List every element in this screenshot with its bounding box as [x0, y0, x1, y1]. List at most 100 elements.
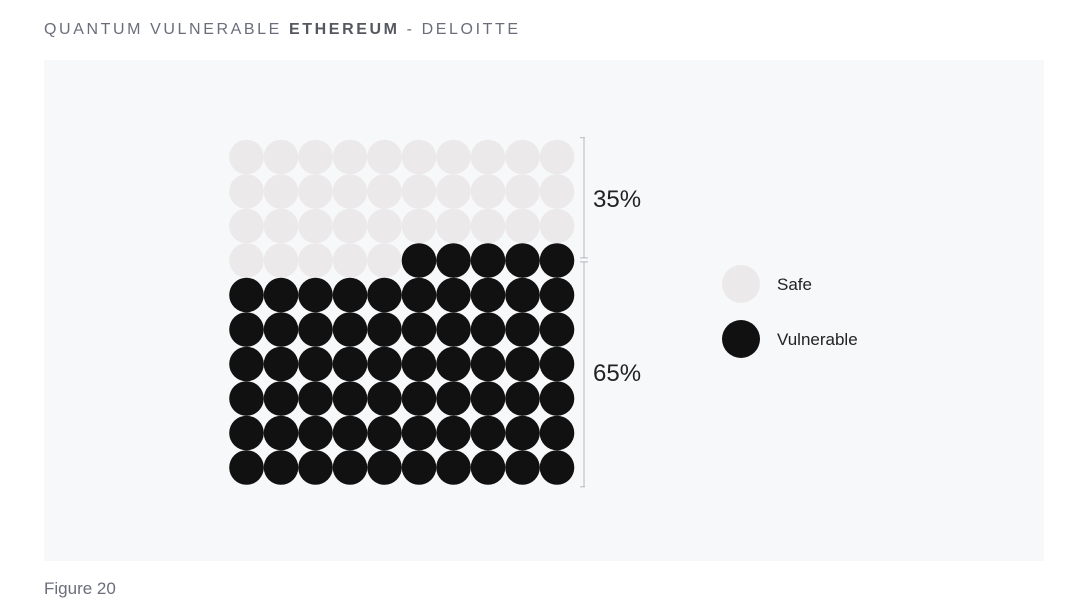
waffle-dot-vulnerable: [263, 450, 299, 485]
waffle-dot-vulnerable: [367, 346, 402, 382]
waffle-dot-vulnerable: [401, 415, 437, 451]
waffle-dot-vulnerable: [505, 450, 540, 485]
waffle-dot-safe: [470, 174, 506, 209]
waffle-dot-vulnerable: [263, 312, 299, 347]
title-suffix: - DELOITTE: [399, 21, 521, 38]
legend-swatch-safe: [722, 265, 760, 303]
waffle-dot-vulnerable: [505, 277, 540, 313]
waffle-dot-vulnerable: [401, 381, 437, 416]
waffle-dot-safe: [298, 243, 333, 278]
waffle-dot-vulnerable: [470, 450, 506, 485]
waffle-dot-vulnerable: [470, 415, 506, 451]
waffle-dot-safe: [539, 208, 575, 244]
waffle-dot-vulnerable: [505, 415, 540, 451]
waffle-dot-vulnerable: [298, 346, 333, 382]
waffle-dot-vulnerable: [229, 415, 264, 451]
waffle-dot-safe: [367, 243, 402, 278]
figure-title: QUANTUM VULNERABLE ETHEREUM - DELOITTE: [44, 21, 521, 39]
waffle-dot-safe: [539, 139, 575, 175]
waffle-dot-safe: [470, 208, 506, 244]
waffle-dot-safe: [436, 139, 471, 175]
waffle-dot-safe: [367, 174, 402, 209]
waffle-dot-safe: [505, 174, 540, 209]
waffle-dot-safe: [436, 208, 471, 244]
waffle-dot-safe: [263, 139, 299, 175]
waffle-dot-safe: [332, 174, 368, 209]
waffle-dot-vulnerable: [298, 415, 333, 451]
waffle-dot-safe: [367, 208, 402, 244]
waffle-dot-vulnerable: [332, 381, 368, 416]
waffle-dot-vulnerable: [505, 346, 540, 382]
waffle-dot-vulnerable: [401, 450, 437, 485]
waffle-dot-vulnerable: [436, 243, 471, 278]
figure-caption: Figure 20: [44, 579, 116, 598]
waffle-dot-vulnerable: [332, 277, 368, 313]
waffle-dot-vulnerable: [470, 381, 506, 416]
waffle-dot-vulnerable: [539, 381, 575, 416]
waffle-dot-vulnerable: [367, 415, 402, 451]
waffle-dot-vulnerable: [401, 277, 437, 313]
waffle-dot-vulnerable: [298, 277, 333, 313]
waffle-dot-vulnerable: [436, 312, 471, 347]
waffle-dot-safe: [298, 139, 333, 175]
waffle-dot-vulnerable: [539, 415, 575, 451]
waffle-dot-safe: [229, 139, 264, 175]
waffle-dot-safe: [401, 208, 437, 244]
waffle-dot-safe: [505, 208, 540, 244]
waffle-dot-vulnerable: [539, 277, 575, 313]
waffle-dot-vulnerable: [229, 346, 264, 382]
waffle-dot-vulnerable: [401, 243, 437, 278]
waffle-dot-vulnerable: [470, 243, 506, 278]
waffle-dot-vulnerable: [298, 312, 333, 347]
waffle-dot-vulnerable: [229, 277, 264, 313]
waffle-dot-vulnerable: [539, 243, 575, 278]
waffle-dot-vulnerable: [298, 450, 333, 485]
waffle-dot-vulnerable: [367, 312, 402, 347]
waffle-dot-safe: [263, 243, 299, 278]
waffle-dot-vulnerable: [263, 415, 299, 451]
waffle-dot-vulnerable: [470, 277, 506, 313]
waffle-dot-vulnerable: [298, 381, 333, 416]
waffle-dot-safe: [332, 139, 368, 175]
waffle-dot-vulnerable: [229, 312, 264, 347]
waffle-dot-safe: [401, 139, 437, 175]
waffle-dot-vulnerable: [505, 243, 540, 278]
waffle-dot-vulnerable: [332, 450, 368, 485]
legend-label-vulnerable: Vulnerable: [777, 330, 858, 349]
waffle-dot-vulnerable: [263, 277, 299, 313]
waffle-dot-vulnerable: [470, 346, 506, 382]
waffle-dot-vulnerable: [263, 346, 299, 382]
waffle-dot-vulnerable: [229, 381, 264, 416]
waffle-dot-vulnerable: [505, 381, 540, 416]
waffle-dot-vulnerable: [367, 277, 402, 313]
waffle-dot-vulnerable: [505, 312, 540, 347]
title-strong: ETHEREUM: [289, 21, 400, 38]
waffle-dot-safe: [298, 174, 333, 209]
waffle-dot-safe: [229, 174, 264, 209]
waffle-dot-safe: [436, 174, 471, 209]
waffle-dot-vulnerable: [401, 346, 437, 382]
waffle-dot-vulnerable: [539, 450, 575, 485]
percent-label-safe: 35%: [593, 186, 641, 213]
waffle-dot-vulnerable: [332, 312, 368, 347]
waffle-dot-safe: [401, 174, 437, 209]
waffle-dot-safe: [263, 174, 299, 209]
waffle-dot-vulnerable: [470, 312, 506, 347]
waffle-dot-safe: [298, 208, 333, 244]
waffle-dot-vulnerable: [436, 346, 471, 382]
waffle-dot-vulnerable: [436, 450, 471, 485]
waffle-dot-vulnerable: [367, 450, 402, 485]
waffle-dot-safe: [332, 208, 368, 244]
percent-label-vulnerable: 65%: [593, 360, 641, 387]
waffle-dot-vulnerable: [539, 346, 575, 382]
waffle-dot-vulnerable: [367, 381, 402, 416]
waffle-dot-safe: [229, 243, 264, 278]
waffle-dot-vulnerable: [263, 381, 299, 416]
title-prefix: QUANTUM VULNERABLE: [44, 21, 289, 38]
legend-swatch-vulnerable: [722, 320, 760, 358]
legend-label-safe: Safe: [777, 275, 812, 294]
waffle-dot-vulnerable: [436, 381, 471, 416]
waffle-dot-vulnerable: [539, 312, 575, 347]
waffle-dot-safe: [539, 174, 575, 209]
